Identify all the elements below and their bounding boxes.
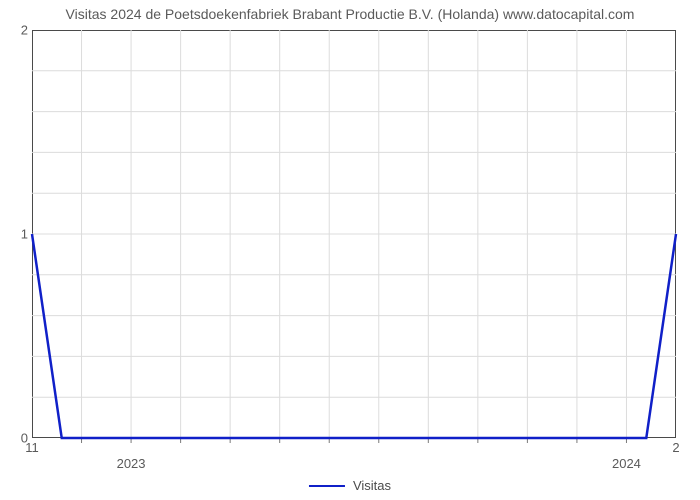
- y-tick-label: 2: [8, 23, 28, 38]
- legend-label: Visitas: [353, 478, 391, 493]
- x-tick-label: 11: [25, 440, 39, 455]
- series-line: [32, 234, 676, 438]
- legend-swatch: [309, 485, 345, 487]
- x-tick-year-label: 2023: [117, 456, 146, 471]
- chart-svg: [0, 0, 700, 500]
- x-tick-label: 2: [672, 440, 679, 455]
- y-tick-label: 1: [8, 227, 28, 242]
- legend: Visitas: [309, 478, 391, 493]
- x-tick-year-label: 2024: [612, 456, 641, 471]
- chart-container: Visitas 2024 de Poetsdoekenfabriek Braba…: [0, 0, 700, 500]
